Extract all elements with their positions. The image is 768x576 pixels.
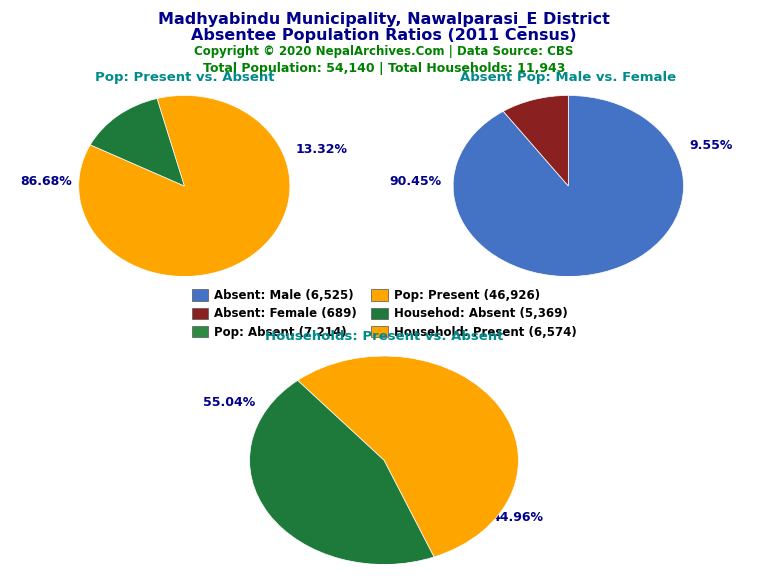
Title: Households: Present vs. Absent: Households: Present vs. Absent	[265, 330, 503, 343]
Wedge shape	[298, 356, 518, 557]
Text: 55.04%: 55.04%	[203, 396, 255, 410]
Wedge shape	[250, 380, 434, 564]
Wedge shape	[453, 96, 684, 276]
Text: 44.96%: 44.96%	[492, 511, 544, 524]
Text: 86.68%: 86.68%	[21, 175, 72, 188]
Legend: Absent: Male (6,525), Absent: Female (689), Pop: Absent (7,214), Pop: Present (4: Absent: Male (6,525), Absent: Female (68…	[187, 285, 581, 343]
Text: 9.55%: 9.55%	[690, 139, 733, 151]
Text: 13.32%: 13.32%	[295, 143, 347, 156]
Text: Madhyabindu Municipality, Nawalparasi_E District: Madhyabindu Municipality, Nawalparasi_E …	[158, 12, 610, 28]
Wedge shape	[91, 98, 184, 186]
Text: Absentee Population Ratios (2011 Census): Absentee Population Ratios (2011 Census)	[191, 28, 577, 43]
Text: Copyright © 2020 NepalArchives.Com | Data Source: CBS: Copyright © 2020 NepalArchives.Com | Dat…	[194, 45, 574, 58]
Wedge shape	[79, 96, 290, 276]
Text: 90.45%: 90.45%	[389, 175, 442, 188]
Title: Pop: Present vs. Absent: Pop: Present vs. Absent	[94, 71, 274, 84]
Title: Absent Pop: Male vs. Female: Absent Pop: Male vs. Female	[460, 71, 677, 84]
Wedge shape	[503, 96, 568, 186]
Text: Total Population: 54,140 | Total Households: 11,943: Total Population: 54,140 | Total Househo…	[203, 62, 565, 75]
